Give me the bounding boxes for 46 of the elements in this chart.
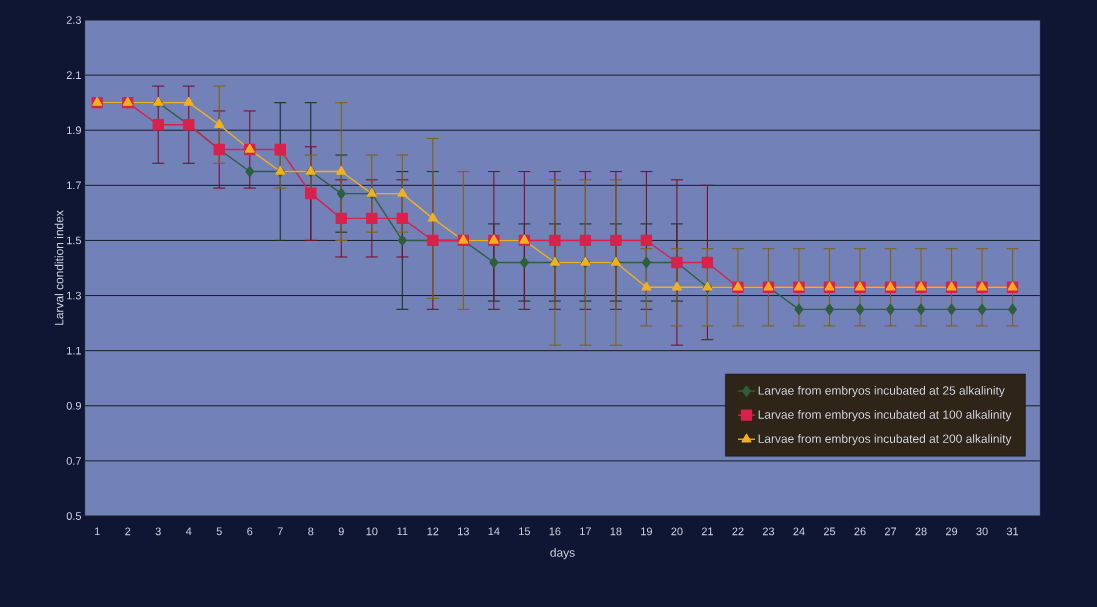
x-tick-label: 1 bbox=[94, 527, 100, 536]
y-tick-label: 2.3 bbox=[66, 16, 81, 24]
x-tick-label: 21 bbox=[701, 527, 713, 536]
x-tick-label: 24 bbox=[793, 527, 805, 536]
x-tick-label: 25 bbox=[823, 527, 836, 536]
x-tick-label: 13 bbox=[458, 527, 469, 536]
y-tick-label: 1.9 bbox=[67, 126, 81, 135]
x-tick-label: 4 bbox=[185, 527, 192, 536]
x-tick-label: 2 bbox=[125, 527, 131, 536]
x-tick-label: 29 bbox=[945, 527, 958, 536]
y-tick-label: 2.1 bbox=[66, 71, 81, 79]
y-tick-label: 1.3 bbox=[67, 291, 81, 300]
y-tick-label: 1.5 bbox=[67, 236, 82, 245]
x-tick-label: 6 bbox=[247, 527, 253, 536]
x-tick-label: 23 bbox=[762, 527, 775, 536]
x-tick-label: 31 bbox=[1006, 527, 1019, 536]
x-tick-label: 12 bbox=[427, 527, 439, 536]
x-tick-label: 10 bbox=[366, 527, 378, 536]
y-tick-label: 0.5 bbox=[66, 512, 82, 520]
y-tick-label: 0.7 bbox=[66, 457, 81, 465]
y-tick-label: 0.9 bbox=[66, 401, 81, 410]
x-tick-label: 7 bbox=[277, 527, 283, 536]
x-axis-title: days bbox=[550, 548, 575, 560]
x-tick-label: 8 bbox=[308, 527, 314, 536]
y-axis-title: Larval condition index bbox=[54, 210, 64, 325]
legend-label: Larvae from embryos incubated at 100 alkalinity bbox=[758, 410, 1012, 422]
x-tick-label: 27 bbox=[884, 527, 897, 536]
y-tick-label: 1.1 bbox=[67, 346, 81, 355]
x-tick-label: 9 bbox=[338, 527, 344, 536]
x-tick-label: 16 bbox=[549, 527, 561, 536]
legend-label: Larvae from embryos incubated at 200 alkalinity bbox=[758, 434, 1012, 446]
x-tick-label: 11 bbox=[397, 527, 408, 536]
x-tick-label: 3 bbox=[155, 527, 161, 536]
x-tick-label: 28 bbox=[915, 527, 927, 536]
x-tick-label: 14 bbox=[488, 527, 500, 536]
x-tick-label: 30 bbox=[976, 527, 988, 536]
y-tick-label: 1.7 bbox=[67, 181, 81, 190]
x-tick-label: 17 bbox=[580, 527, 591, 536]
x-tick-label: 26 bbox=[854, 527, 866, 536]
legend-label: Larvae from embryos incubated at 25 alkalinity bbox=[758, 385, 1005, 398]
x-tick-label: 5 bbox=[216, 527, 222, 536]
x-tick-label: 15 bbox=[519, 527, 530, 536]
x-tick-label: 19 bbox=[641, 527, 652, 536]
x-tick-label: 22 bbox=[732, 527, 744, 536]
x-tick-label: 20 bbox=[671, 527, 683, 536]
x-tick-label: 18 bbox=[610, 527, 622, 536]
